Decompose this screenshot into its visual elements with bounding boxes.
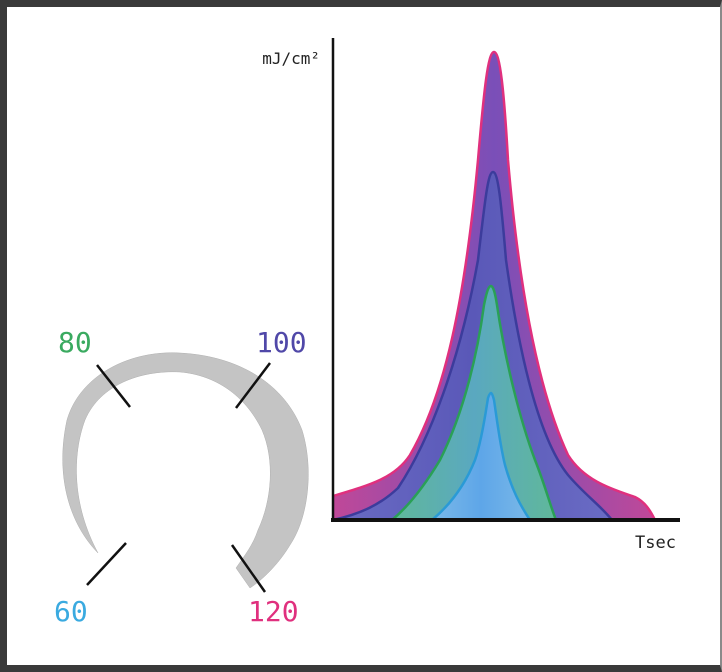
curve-60-fill [432, 393, 530, 520]
curve-100-line [332, 170, 613, 522]
curve-80-fill [392, 286, 556, 520]
tick-60 [86, 542, 127, 586]
curve-60-line [431, 391, 532, 521]
x-axis-label: Tsec [635, 533, 676, 553]
y-axis-label: mJ/cm² [262, 49, 320, 68]
dial-label-60: 60 [54, 595, 88, 628]
tick-80 [96, 364, 131, 408]
curve-80-line [391, 284, 558, 521]
dial-label-100: 100 [256, 326, 307, 359]
curve-100-fill [333, 172, 612, 520]
curve-120-line [332, 50, 657, 521]
dial-label-80: 80 [58, 326, 92, 359]
dial-arc [62, 352, 309, 589]
tick-100 [235, 362, 271, 409]
tick-120 [230, 544, 267, 593]
dial-label-120: 120 [248, 595, 299, 628]
